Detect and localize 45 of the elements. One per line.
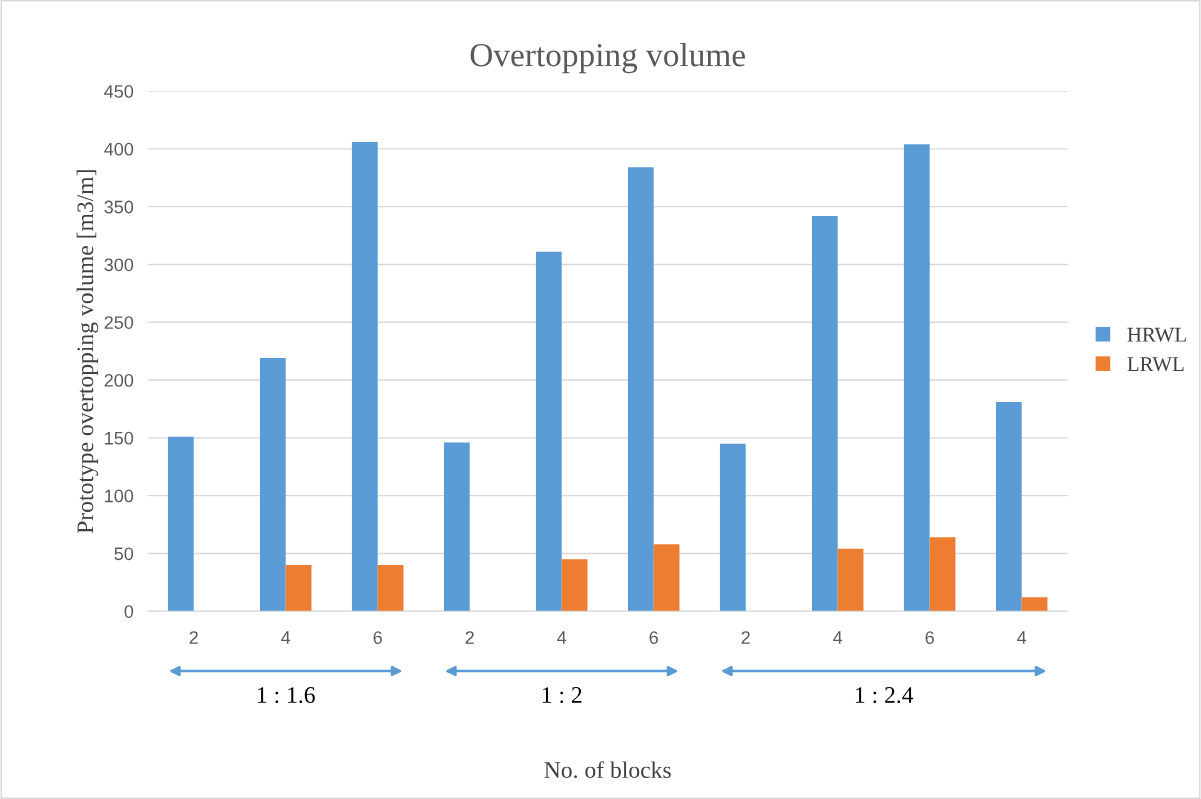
text: 1 : 2	[542, 687, 582, 704]
x-tick-label: 2	[465, 631, 474, 644]
y-tick-label: 400	[104, 142, 134, 156]
y-tick-label: 250	[104, 316, 134, 329]
y-tick-label: 300	[104, 258, 134, 272]
bar	[719, 443, 746, 612]
y-tick-label: 50	[114, 547, 134, 561]
bar	[285, 565, 312, 612]
x-tick-label: 4	[557, 631, 567, 644]
x-tick-label: 4	[1017, 631, 1027, 644]
text: 1 : 1.6	[257, 687, 315, 704]
bar	[995, 402, 1022, 612]
y-axis-title: Prototype overtopping volume [m3/m]	[76, 170, 99, 534]
bar	[561, 559, 588, 612]
x-tick-label: 6	[373, 631, 382, 644]
bar	[811, 215, 838, 612]
bar	[167, 436, 194, 612]
y-tick-label: 0	[124, 605, 134, 618]
bar	[929, 537, 956, 612]
x-axis-title: No. of blocks	[544, 761, 671, 779]
x-tick-label: 6	[649, 631, 658, 644]
bar	[653, 544, 680, 612]
y-tick-label: 150	[105, 431, 134, 445]
legend-label: LRWL	[1127, 357, 1184, 372]
x-tick-label: 4	[281, 631, 291, 644]
bar	[903, 144, 930, 612]
bar	[351, 141, 378, 612]
x-tick-label: 6	[925, 631, 934, 644]
bar	[627, 167, 654, 612]
x-tick-label: 2	[741, 631, 750, 644]
chart-title: Overtopping volume	[470, 42, 745, 74]
bar	[837, 548, 864, 612]
legend-label: HRWL	[1127, 327, 1186, 342]
bar	[259, 358, 286, 612]
bar	[1021, 597, 1048, 612]
bar	[377, 565, 404, 612]
y-tick-label: 100	[105, 489, 134, 503]
text: 1 : 2.4	[855, 687, 914, 704]
bar	[535, 251, 562, 612]
x-tick-label: 4	[833, 631, 843, 644]
y-tick-label: 350	[104, 200, 134, 214]
y-tick-label: 450	[104, 85, 134, 98]
bar	[443, 442, 470, 612]
y-tick-label: 200	[104, 373, 134, 387]
x-tick-label: 2	[189, 631, 198, 644]
